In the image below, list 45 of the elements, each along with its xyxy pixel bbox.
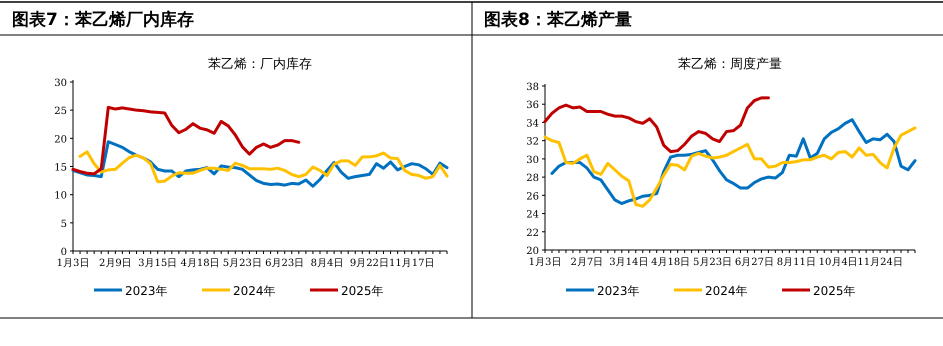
x-tick-label: 2月9日 xyxy=(98,258,132,269)
y-tick-label: 34 xyxy=(526,118,539,130)
x-tick-label: 11月24日 xyxy=(857,257,903,268)
x-tick-label: 5月23日 xyxy=(693,257,732,268)
y-tick-label: 22 xyxy=(526,228,539,239)
y-tick-label: 10 xyxy=(54,190,67,202)
x-tick-label: 8月11日 xyxy=(776,257,816,268)
y-tick-label: 5 xyxy=(60,218,67,230)
x-tick-label: 1月3日 xyxy=(528,257,562,268)
legend-label: 2025年 xyxy=(341,284,384,298)
chart-title: 图表7：苯乙烯厂内库存 xyxy=(12,10,194,30)
x-tick-label: 4月18日 xyxy=(180,258,220,269)
chart-subtitle: 苯乙烯：厂内库存 xyxy=(208,57,312,72)
x-tick-label: 11月17日 xyxy=(388,258,434,269)
y-tick-label: 30 xyxy=(54,78,67,89)
y-tick-label: 25 xyxy=(54,106,67,118)
x-tick-label: 5月23日 xyxy=(222,258,262,269)
x-tick-label: 9月22日 xyxy=(350,258,389,269)
y-tick-label: 26 xyxy=(526,191,539,202)
x-tick-label: 3月15日 xyxy=(138,258,178,269)
x-tick-label: 4月18日 xyxy=(651,257,690,268)
legend-label: 2023年 xyxy=(125,284,168,298)
legend-label: 2024年 xyxy=(233,284,276,298)
chart-subtitle: 苯乙烯：周度产量 xyxy=(678,56,782,72)
y-tick-label: 32 xyxy=(526,136,539,148)
x-tick-label: 3月14日 xyxy=(609,257,648,268)
y-tick-label: 28 xyxy=(526,173,539,184)
y-tick-label: 30 xyxy=(526,154,539,166)
y-tick-label: 36 xyxy=(526,100,539,112)
x-tick-label: 6月23日 xyxy=(265,258,304,269)
x-tick-label: 2月7日 xyxy=(570,257,604,268)
y-tick-label: 0 xyxy=(60,247,67,258)
x-tick-label: 1月3日 xyxy=(56,258,90,269)
x-tick-label: 8月4日 xyxy=(310,258,344,269)
y-tick-label: 20 xyxy=(54,134,67,146)
x-tick-label: 6月27日 xyxy=(734,257,774,268)
legend-label: 2025年 xyxy=(813,284,856,298)
y-tick-label: 20 xyxy=(526,246,539,257)
chart-title: 图表8：苯乙烯产量 xyxy=(484,10,632,30)
y-tick-label: 24 xyxy=(526,210,539,221)
y-tick-label: 38 xyxy=(526,82,539,93)
y-tick-label: 15 xyxy=(54,162,67,174)
x-tick-label: 10月4日 xyxy=(818,257,858,268)
legend-label: 2023年 xyxy=(597,284,640,298)
legend-label: 2024年 xyxy=(705,284,748,298)
